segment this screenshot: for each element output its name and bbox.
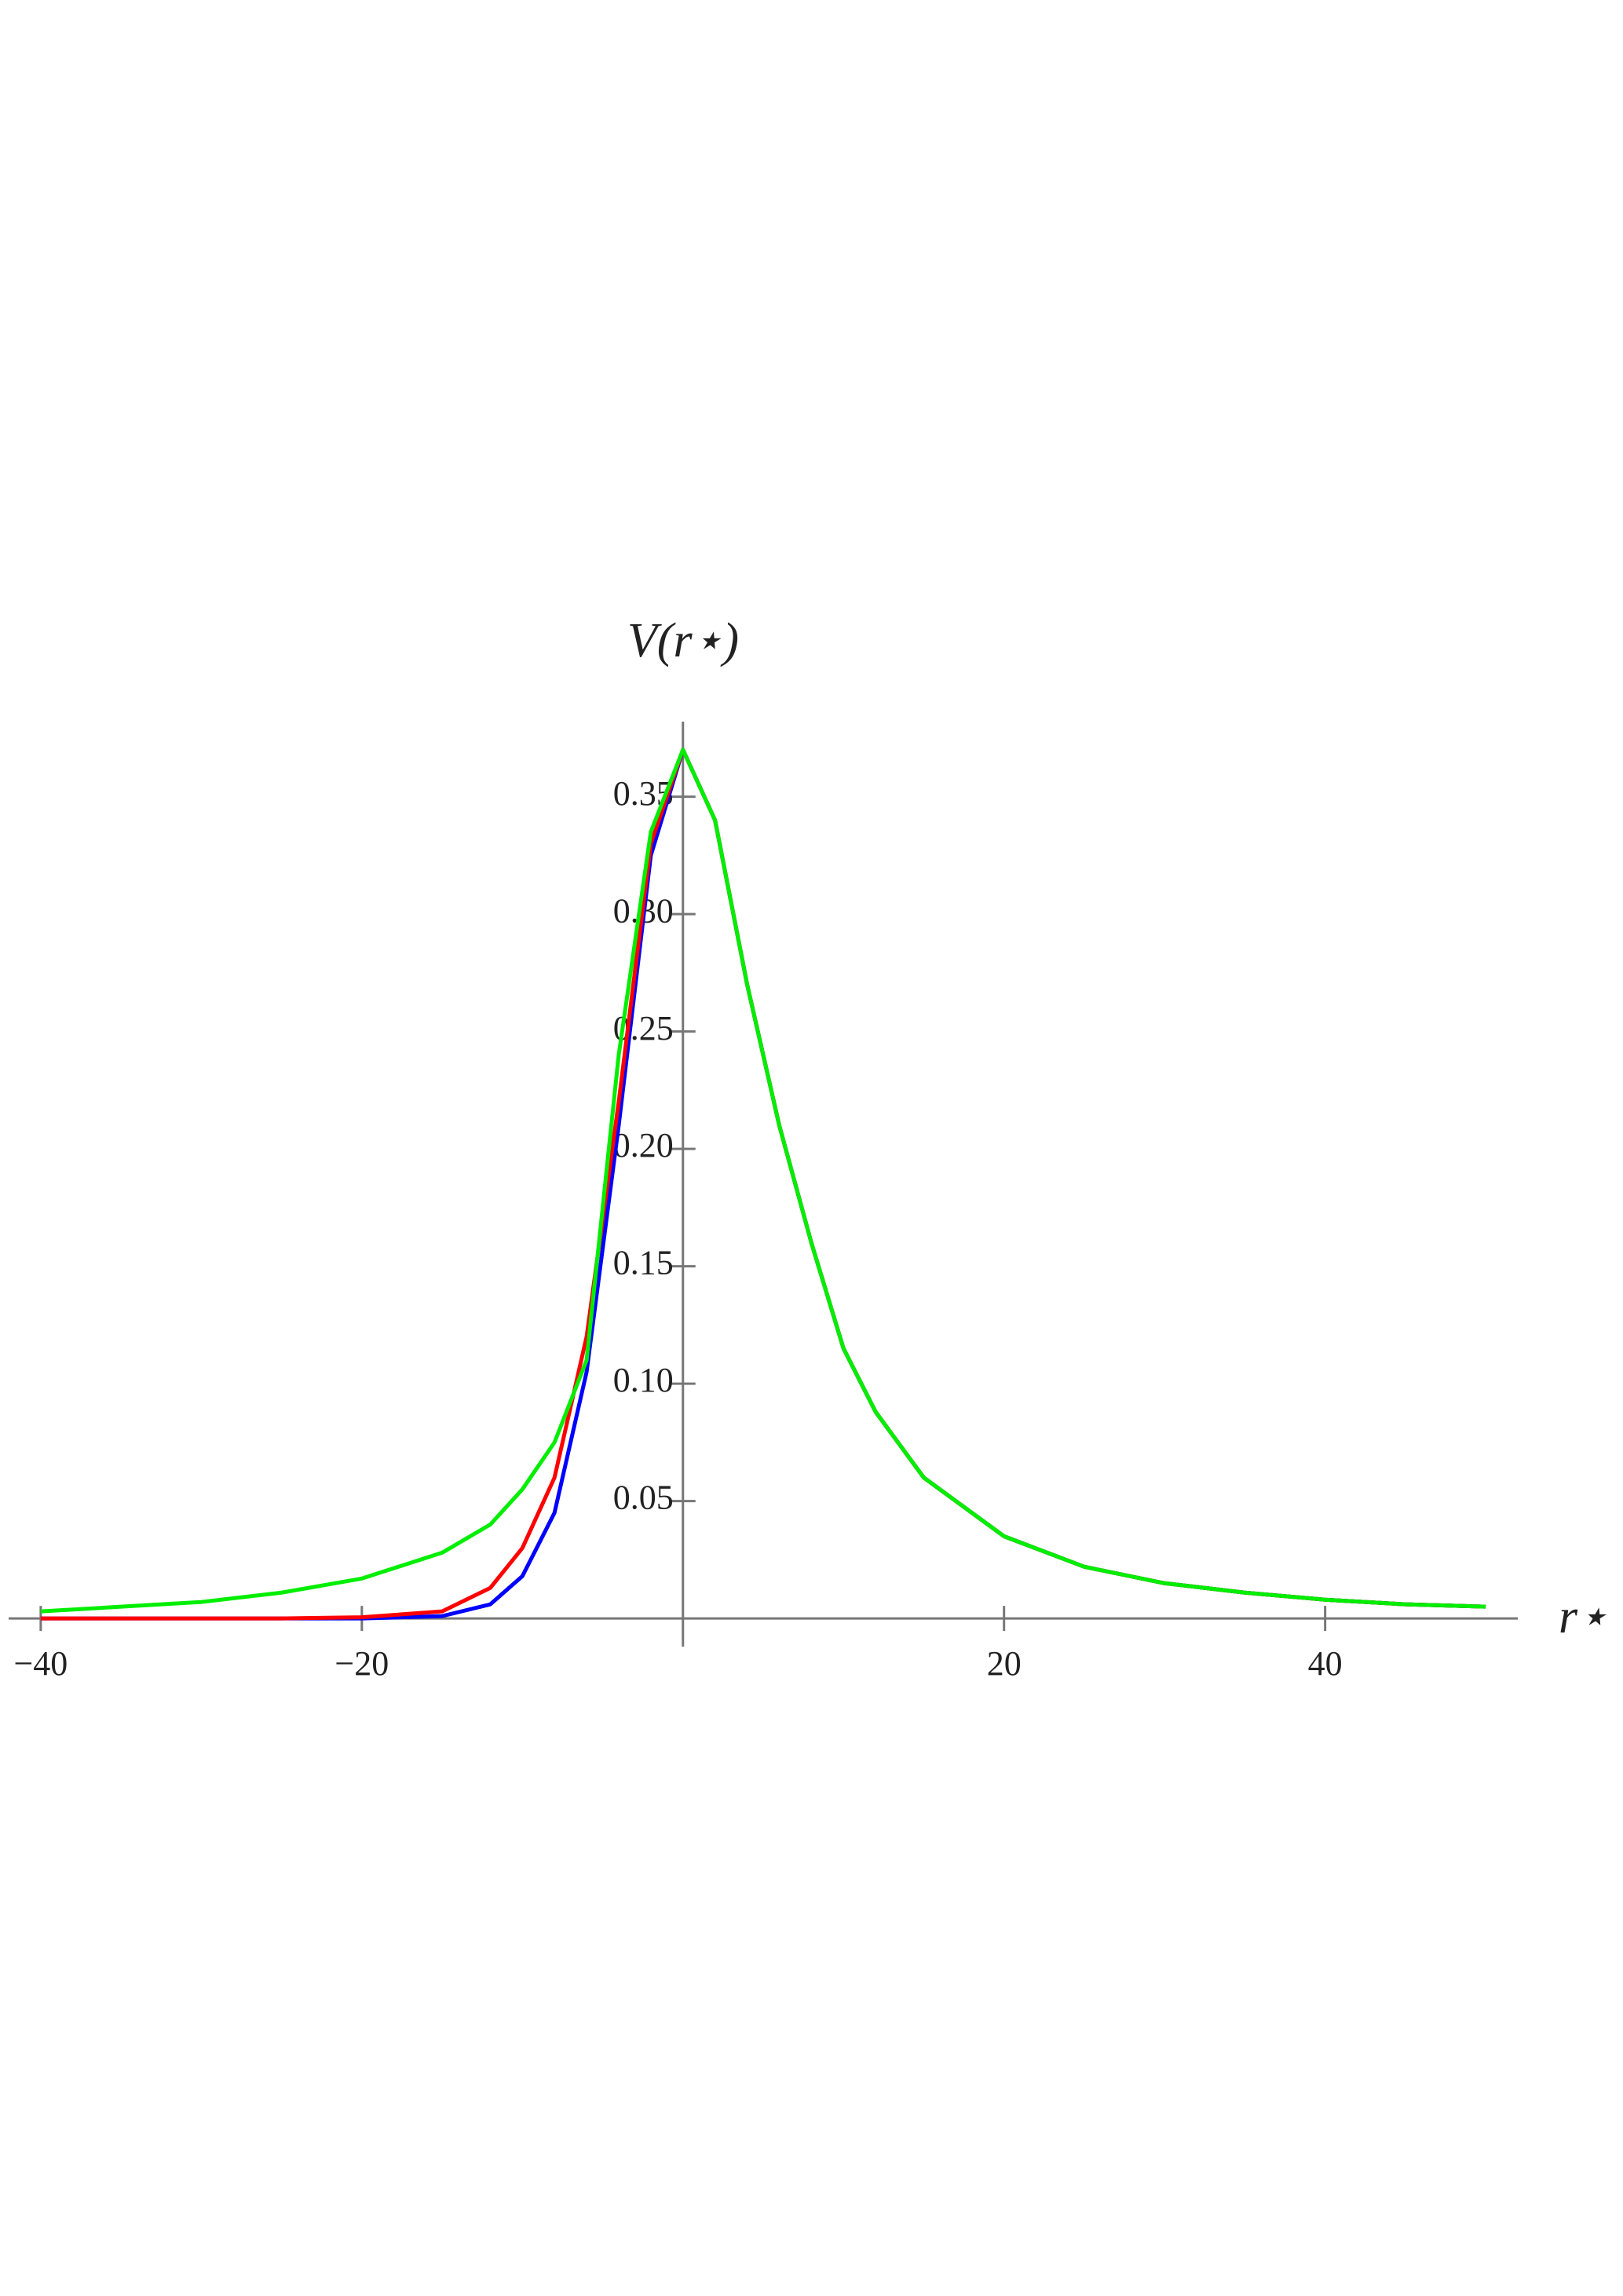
y-tick-label: 0.20 — [613, 1126, 674, 1164]
x-tick-label: 20 — [987, 1644, 1022, 1683]
y-tick-label: 0.10 — [613, 1361, 674, 1399]
y-tick-label: 0.15 — [613, 1244, 674, 1282]
y-tick-label: 0.05 — [613, 1479, 674, 1517]
x-tick-label: 40 — [1308, 1644, 1343, 1683]
x-axis-label: r⋆ — [1559, 1590, 1608, 1643]
line-series — [40, 748, 1486, 1621]
line-series — [40, 748, 1486, 1614]
x-tick-label: −40 — [13, 1644, 68, 1683]
line-series — [40, 748, 1486, 1621]
y-axis-label: V(r⋆) — [627, 614, 739, 667]
x-tick-label: −20 — [334, 1644, 389, 1683]
